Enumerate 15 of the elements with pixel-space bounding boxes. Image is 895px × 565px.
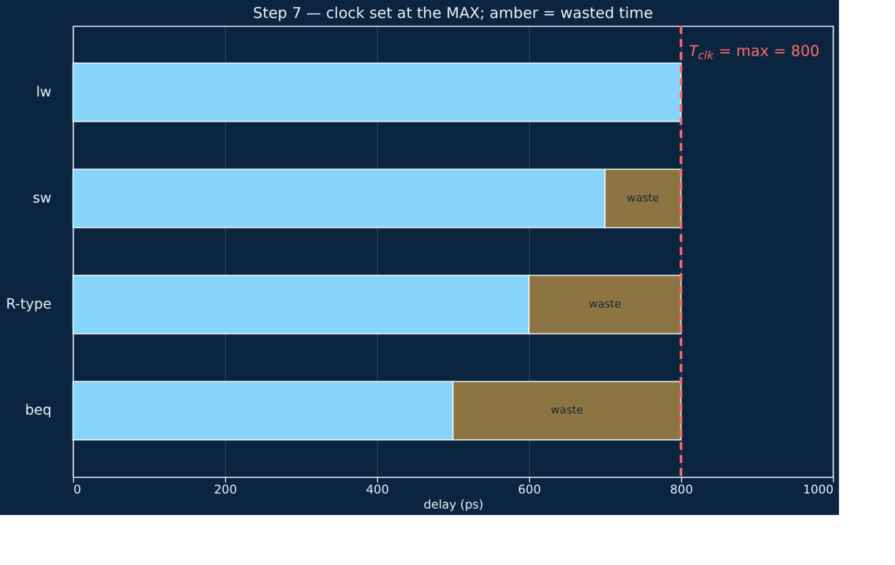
y-tick-label: lw bbox=[36, 84, 52, 100]
x-tick-label: 1000 bbox=[802, 482, 834, 496]
data-label: waste bbox=[588, 298, 622, 311]
chart-title: Step 7 — clock set at the MAX; amber = wasted time bbox=[253, 4, 653, 22]
y-tick-label: sw bbox=[32, 190, 52, 206]
x-tick-label: 800 bbox=[670, 482, 693, 496]
data-label: waste bbox=[626, 191, 660, 204]
data-label: waste bbox=[550, 404, 584, 417]
y-tick-label: R-type bbox=[6, 296, 52, 313]
x-tick-label: 0 bbox=[74, 482, 82, 496]
y-tick-label: beq bbox=[25, 402, 52, 419]
x-axis-title: delay (ps) bbox=[424, 498, 484, 512]
x-tick-label: 200 bbox=[214, 482, 237, 496]
x-tick-label: 600 bbox=[518, 482, 541, 496]
x-tick-label: 400 bbox=[366, 482, 389, 496]
